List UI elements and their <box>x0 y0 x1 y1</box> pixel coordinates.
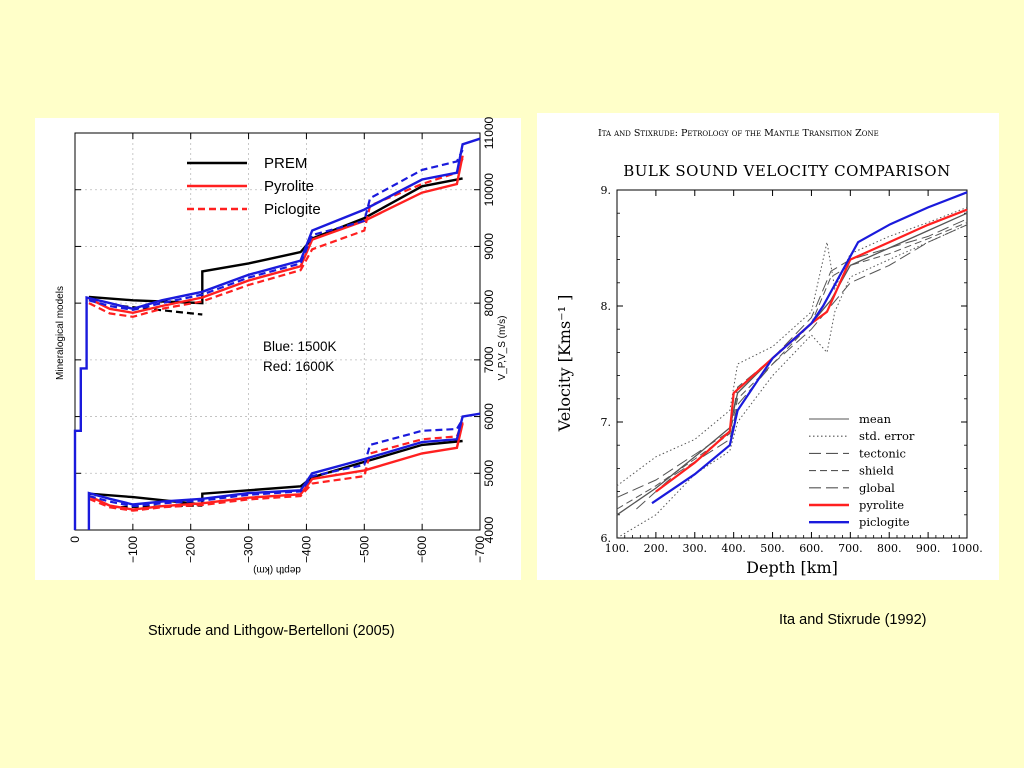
series-line-9 <box>88 149 464 312</box>
left-chart-panel: 0 −100 −200 −300 −400 −500 −600 −700 4000 5000 600… <box>35 116 521 580</box>
y-tick-label: 4000 <box>482 516 496 543</box>
series-line-2 <box>616 224 968 539</box>
caption-right: Ita and Stixrude (1992) <box>779 612 927 628</box>
series-line-5 <box>636 224 968 510</box>
series-line-6 <box>88 423 464 511</box>
chart-header: Ita and Stixrude: Petrology of the Mantl… <box>598 128 879 139</box>
x-tick-label: 0 <box>68 536 82 543</box>
x-tick-label: −200 <box>184 536 198 563</box>
series-line-3 <box>616 218 968 498</box>
series-line-7 <box>651 191 968 505</box>
y-tick-label: 9000 <box>482 233 496 260</box>
x-tick-label: −600 <box>415 536 429 563</box>
annotation-1: Red: 1600K <box>263 359 334 374</box>
series-line-0 <box>88 177 463 305</box>
x-tick-label: 900. <box>916 542 941 555</box>
legend-label-4: global <box>859 481 895 495</box>
series-line-6 <box>655 208 968 493</box>
series-line-8 <box>73 137 481 530</box>
legend-label-0: PREM <box>264 155 307 172</box>
series-line-11 <box>88 418 464 508</box>
legend-label-2: Piclogite <box>264 201 321 218</box>
x-tick-label: 300. <box>683 542 708 555</box>
y-tick-label: 11000 <box>482 116 496 149</box>
x-tick-label: 1000. <box>951 542 983 555</box>
legend-label-2: tectonic <box>859 446 906 460</box>
y-tick-label: 8000 <box>482 289 496 316</box>
y-tick-label: 8. <box>601 300 612 313</box>
x-axis-label: Depth [km] <box>746 558 838 577</box>
chart-title: BULK SOUND VELOCITY COMPARISON <box>623 162 950 180</box>
series-line-10 <box>87 412 481 530</box>
x-tick-label: −300 <box>242 536 256 563</box>
x-tick-label: −400 <box>299 536 313 563</box>
y-axis-label: Velocity [Kms⁻¹ ] <box>555 295 574 433</box>
series-line-0 <box>616 212 968 516</box>
legend-label-1: std. error <box>859 429 915 443</box>
series-line-4 <box>88 155 464 315</box>
annotation-0: Blue: 1500K <box>263 339 337 354</box>
legend-label-0: mean <box>859 412 892 426</box>
y-tick-label: 6000 <box>482 403 496 430</box>
y-axis-label: V_P,V_S (m/s) <box>497 316 508 381</box>
series-line-4 <box>616 222 968 510</box>
series-line-5 <box>88 158 464 318</box>
x-tick-label: 200. <box>644 542 669 555</box>
x-tick-label: 600. <box>799 542 824 555</box>
y-tick-label: 10000 <box>482 173 496 207</box>
legend-label-3: shield <box>859 464 894 478</box>
series-line-7 <box>88 421 464 512</box>
x-tick-label: 500. <box>760 542 785 555</box>
chart-legend: PREM Pyrolite Piclogite <box>187 155 321 218</box>
legend-label-1: Pyrolite <box>264 178 314 195</box>
y-tick-label: 6. <box>601 532 612 545</box>
x-tick-label: 800. <box>877 542 902 555</box>
plot-frame <box>74 132 481 531</box>
chart-legend: mean std. error tectonic shield global pyroli… <box>809 412 915 529</box>
x-tick-label: −100 <box>126 536 140 563</box>
y-tick-label: 7. <box>601 416 612 429</box>
y-tick-label: 9. <box>601 184 612 197</box>
x-tick-label: 400. <box>721 542 746 555</box>
legend-label-5: pyrolite <box>859 498 904 512</box>
x-tick-label: −500 <box>357 536 371 563</box>
x-tick-label: 100. <box>605 542 630 555</box>
x-tick-label: −700 <box>473 536 487 563</box>
y-tick-label: 5000 <box>482 460 496 487</box>
y-tick-label: 7000 <box>482 346 496 373</box>
side-label: Mineralogical models <box>55 286 66 380</box>
plot-frame <box>616 189 968 539</box>
legend-label-6: piclogite <box>859 515 910 529</box>
x-tick-label: 700. <box>838 542 863 555</box>
x-axis-label: depth (km) <box>253 564 301 575</box>
caption-left: Stixrude and Lithgow-Bertelloni (2005) <box>148 623 395 639</box>
right-chart-panel: Ita and Stixrude: Petrology of the Mantl… <box>537 113 999 580</box>
bulk-sound-velocity-chart: Ita and Stixrude: Petrology of the Mantl… <box>555 128 983 577</box>
